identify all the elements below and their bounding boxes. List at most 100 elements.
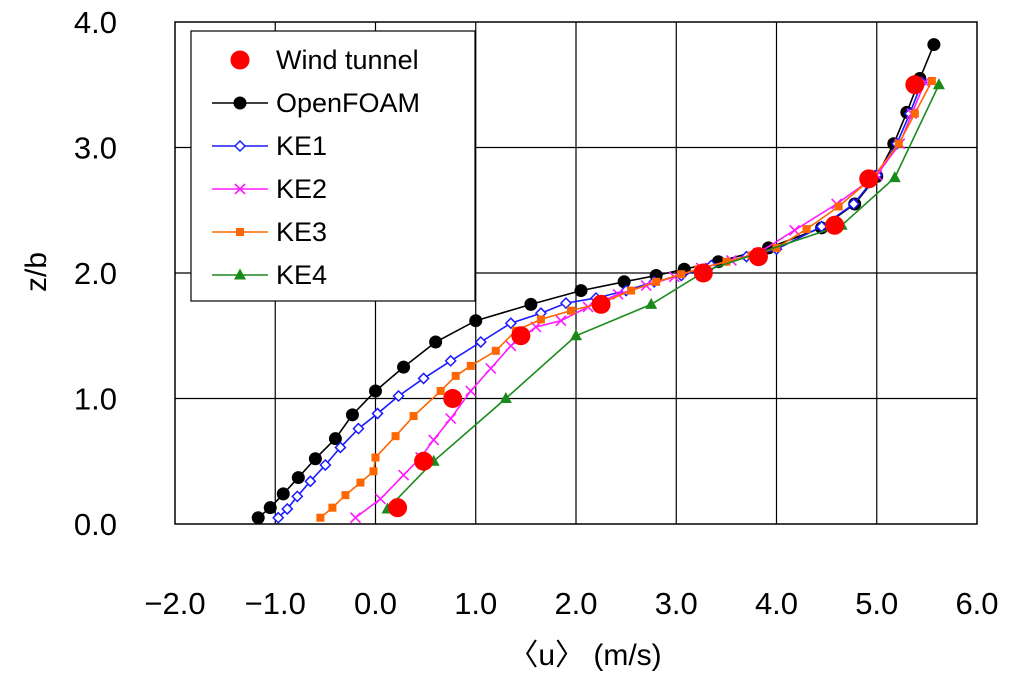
data-point-wind-tunnel bbox=[443, 389, 463, 408]
x-tick-label: −1.0 bbox=[245, 586, 306, 621]
series-wind-tunnel bbox=[388, 75, 925, 518]
data-point-openfoam bbox=[617, 275, 631, 289]
data-point-ke1 bbox=[444, 354, 457, 367]
x-marker-stroke bbox=[445, 413, 457, 425]
legend-item-ke3: KE3 bbox=[212, 217, 327, 247]
data-point-ke2 bbox=[349, 512, 362, 524]
data-point-openfoam bbox=[429, 335, 443, 349]
data-point-ke1 bbox=[304, 475, 317, 488]
x-tick-label: 3.0 bbox=[655, 586, 698, 621]
data-point-ke1 bbox=[474, 335, 487, 349]
data-point-ke1 bbox=[559, 297, 573, 310]
data-point-ke3 bbox=[802, 225, 811, 234]
x-tick-label: 5.0 bbox=[855, 586, 898, 621]
data-point-openfoam bbox=[328, 432, 342, 446]
data-point-openfoam bbox=[927, 38, 941, 52]
data-point-ke3 bbox=[927, 76, 936, 85]
data-point-ke3 bbox=[328, 503, 337, 512]
data-point-ke3 bbox=[356, 478, 365, 487]
data-point-wind-tunnel bbox=[905, 75, 925, 95]
legend-marker bbox=[234, 268, 246, 280]
data-point-ke3 bbox=[652, 277, 661, 286]
data-point-ke3 bbox=[910, 109, 919, 118]
data-point-ke2 bbox=[555, 315, 567, 327]
data-point-wind-tunnel bbox=[591, 294, 611, 314]
data-point-openfoam bbox=[308, 452, 322, 466]
legend-marker bbox=[233, 139, 247, 153]
data-point-wind-tunnel bbox=[511, 326, 531, 346]
y-tick-label: 0.0 bbox=[74, 507, 117, 542]
x-tick-label: 1.0 bbox=[454, 586, 497, 621]
legend-item-ke4: KE4 bbox=[212, 260, 327, 290]
x-marker-stroke bbox=[530, 321, 542, 333]
data-point-ke3 bbox=[436, 386, 445, 395]
data-point-openfoam bbox=[369, 384, 382, 398]
data-point-openfoam bbox=[251, 511, 265, 525]
legend-marker bbox=[236, 228, 244, 236]
data-point-ke4 bbox=[570, 329, 582, 341]
data-point-ke3 bbox=[677, 270, 686, 279]
data-point-openfoam bbox=[524, 297, 538, 311]
data-point-openfoam bbox=[574, 284, 588, 298]
data-point-ke3 bbox=[391, 432, 400, 441]
data-point-ke3 bbox=[409, 412, 418, 421]
x-marker-stroke bbox=[465, 385, 477, 397]
data-point-ke2 bbox=[398, 469, 410, 481]
data-point-ke1 bbox=[392, 389, 405, 403]
x-marker-stroke bbox=[555, 315, 567, 327]
data-point-ke3 bbox=[371, 453, 380, 462]
x-tick-label: 6.0 bbox=[955, 586, 998, 621]
data-point-ke3 bbox=[834, 202, 843, 211]
legend-marker bbox=[234, 183, 246, 195]
series-line-ke1 bbox=[277, 81, 923, 519]
data-point-ke2 bbox=[374, 493, 387, 505]
data-point-ke3 bbox=[536, 315, 545, 324]
data-point-ke3 bbox=[341, 491, 350, 500]
data-point-ke1 bbox=[334, 441, 347, 454]
x-tick-label: 4.0 bbox=[755, 586, 798, 621]
data-point-ke1 bbox=[847, 197, 860, 211]
tick-labels: −2.0 −1.0 0.0 1.0 2.0 3.0 4.0 5.0 6.0 0.0 1.0 2.0 3.… bbox=[74, 5, 999, 621]
series-layer bbox=[251, 38, 945, 525]
data-point-wind-tunnel bbox=[388, 498, 408, 518]
legend: Wind tunnel OpenFOAM KE1 KE2 KE3 KE4 bbox=[190, 30, 476, 302]
data-point-ke1 bbox=[504, 317, 517, 330]
legend-label: Wind tunnel bbox=[276, 45, 419, 75]
data-point-ke3 bbox=[722, 257, 731, 266]
legend-label: OpenFOAM bbox=[276, 88, 420, 118]
data-point-ke3 bbox=[627, 286, 636, 295]
series-ke4 bbox=[381, 78, 945, 514]
x-marker-stroke bbox=[349, 512, 362, 524]
legend-label: KE3 bbox=[276, 217, 327, 247]
data-point-wind-tunnel bbox=[825, 215, 845, 235]
data-point-ke3 bbox=[451, 371, 460, 380]
series-ke1 bbox=[272, 76, 928, 524]
data-point-openfoam bbox=[345, 408, 359, 422]
y-tick-label: 1.0 bbox=[74, 382, 117, 417]
x-axis-title: 〈u〉 (m/s) bbox=[508, 639, 661, 672]
data-point-ke3 bbox=[316, 513, 325, 522]
data-point-ke3 bbox=[894, 139, 903, 148]
x-marker-stroke bbox=[398, 469, 410, 481]
data-point-ke1 bbox=[281, 502, 294, 516]
x-marker-stroke bbox=[234, 183, 246, 195]
data-point-ke1 bbox=[291, 490, 304, 503]
data-point-wind-tunnel bbox=[414, 451, 434, 471]
data-point-ke1 bbox=[272, 511, 285, 524]
series-ke3 bbox=[316, 76, 936, 522]
legend-item-openfoam: OpenFOAM bbox=[212, 88, 420, 118]
x-marker-stroke bbox=[428, 434, 440, 446]
data-point-ke3 bbox=[491, 346, 500, 355]
legend-label: KE1 bbox=[276, 131, 327, 161]
data-point-ke3 bbox=[369, 467, 378, 476]
legend-item-ke1: KE1 bbox=[212, 131, 327, 161]
data-point-ke2 bbox=[445, 413, 457, 425]
y-tick-label: 4.0 bbox=[74, 5, 117, 40]
data-point-ke1 bbox=[319, 458, 332, 472]
legend-marker bbox=[233, 96, 247, 110]
data-point-ke2 bbox=[465, 385, 477, 397]
y-axis-title: z/b bbox=[20, 252, 53, 292]
data-point-wind-tunnel bbox=[748, 247, 768, 267]
x-tick-label: −2.0 bbox=[144, 586, 205, 621]
